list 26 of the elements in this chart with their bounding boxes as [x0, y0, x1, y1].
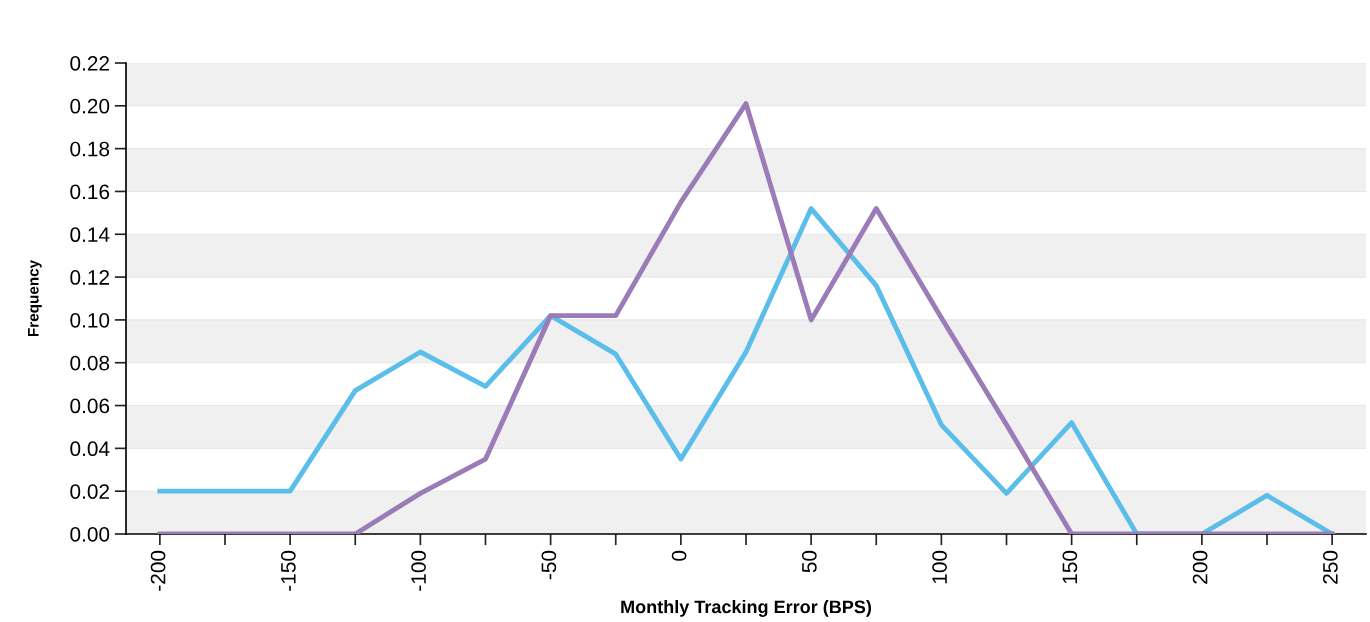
x-tick-label: -50 — [541, 550, 557, 580]
y-tick-label: 0.06 — [70, 398, 110, 414]
y-tick-label: 0.10 — [70, 312, 110, 328]
x-tick-label: 150 — [1062, 550, 1078, 584]
x-tick-label: 200 — [1192, 550, 1208, 584]
y-tick-label: 0.22 — [70, 56, 109, 71]
y-tick-label: 0.00 — [70, 527, 110, 542]
y-tick-label: 0.14 — [70, 227, 110, 243]
y-tick-label: 0.02 — [70, 484, 109, 499]
y-tick-label: 0.12 — [70, 270, 109, 285]
x-tick-label: 0 — [671, 550, 687, 561]
y-tick-label: 0.18 — [70, 141, 110, 157]
line-series — [157, 206, 1335, 534]
y-tick-label: 0.16 — [70, 184, 110, 200]
x-tick-label: -150 — [280, 550, 296, 591]
x-tick-label: -100 — [411, 550, 426, 591]
y-tick-label: 0.04 — [70, 441, 110, 457]
y-tick-label: 0.20 — [70, 98, 110, 114]
line-series — [157, 101, 1335, 534]
x-tick-label: 100 — [932, 550, 947, 584]
x-tick-label: 250 — [1322, 550, 1338, 584]
x-tick-label: -200 — [150, 550, 166, 591]
y-axis-title: Frequency — [28, 259, 42, 337]
y-tick-label: 0.08 — [70, 355, 110, 371]
x-tick-label: 50 — [801, 550, 817, 573]
x-axis-title: Monthly Tracking Error (BPS) — [621, 600, 872, 617]
